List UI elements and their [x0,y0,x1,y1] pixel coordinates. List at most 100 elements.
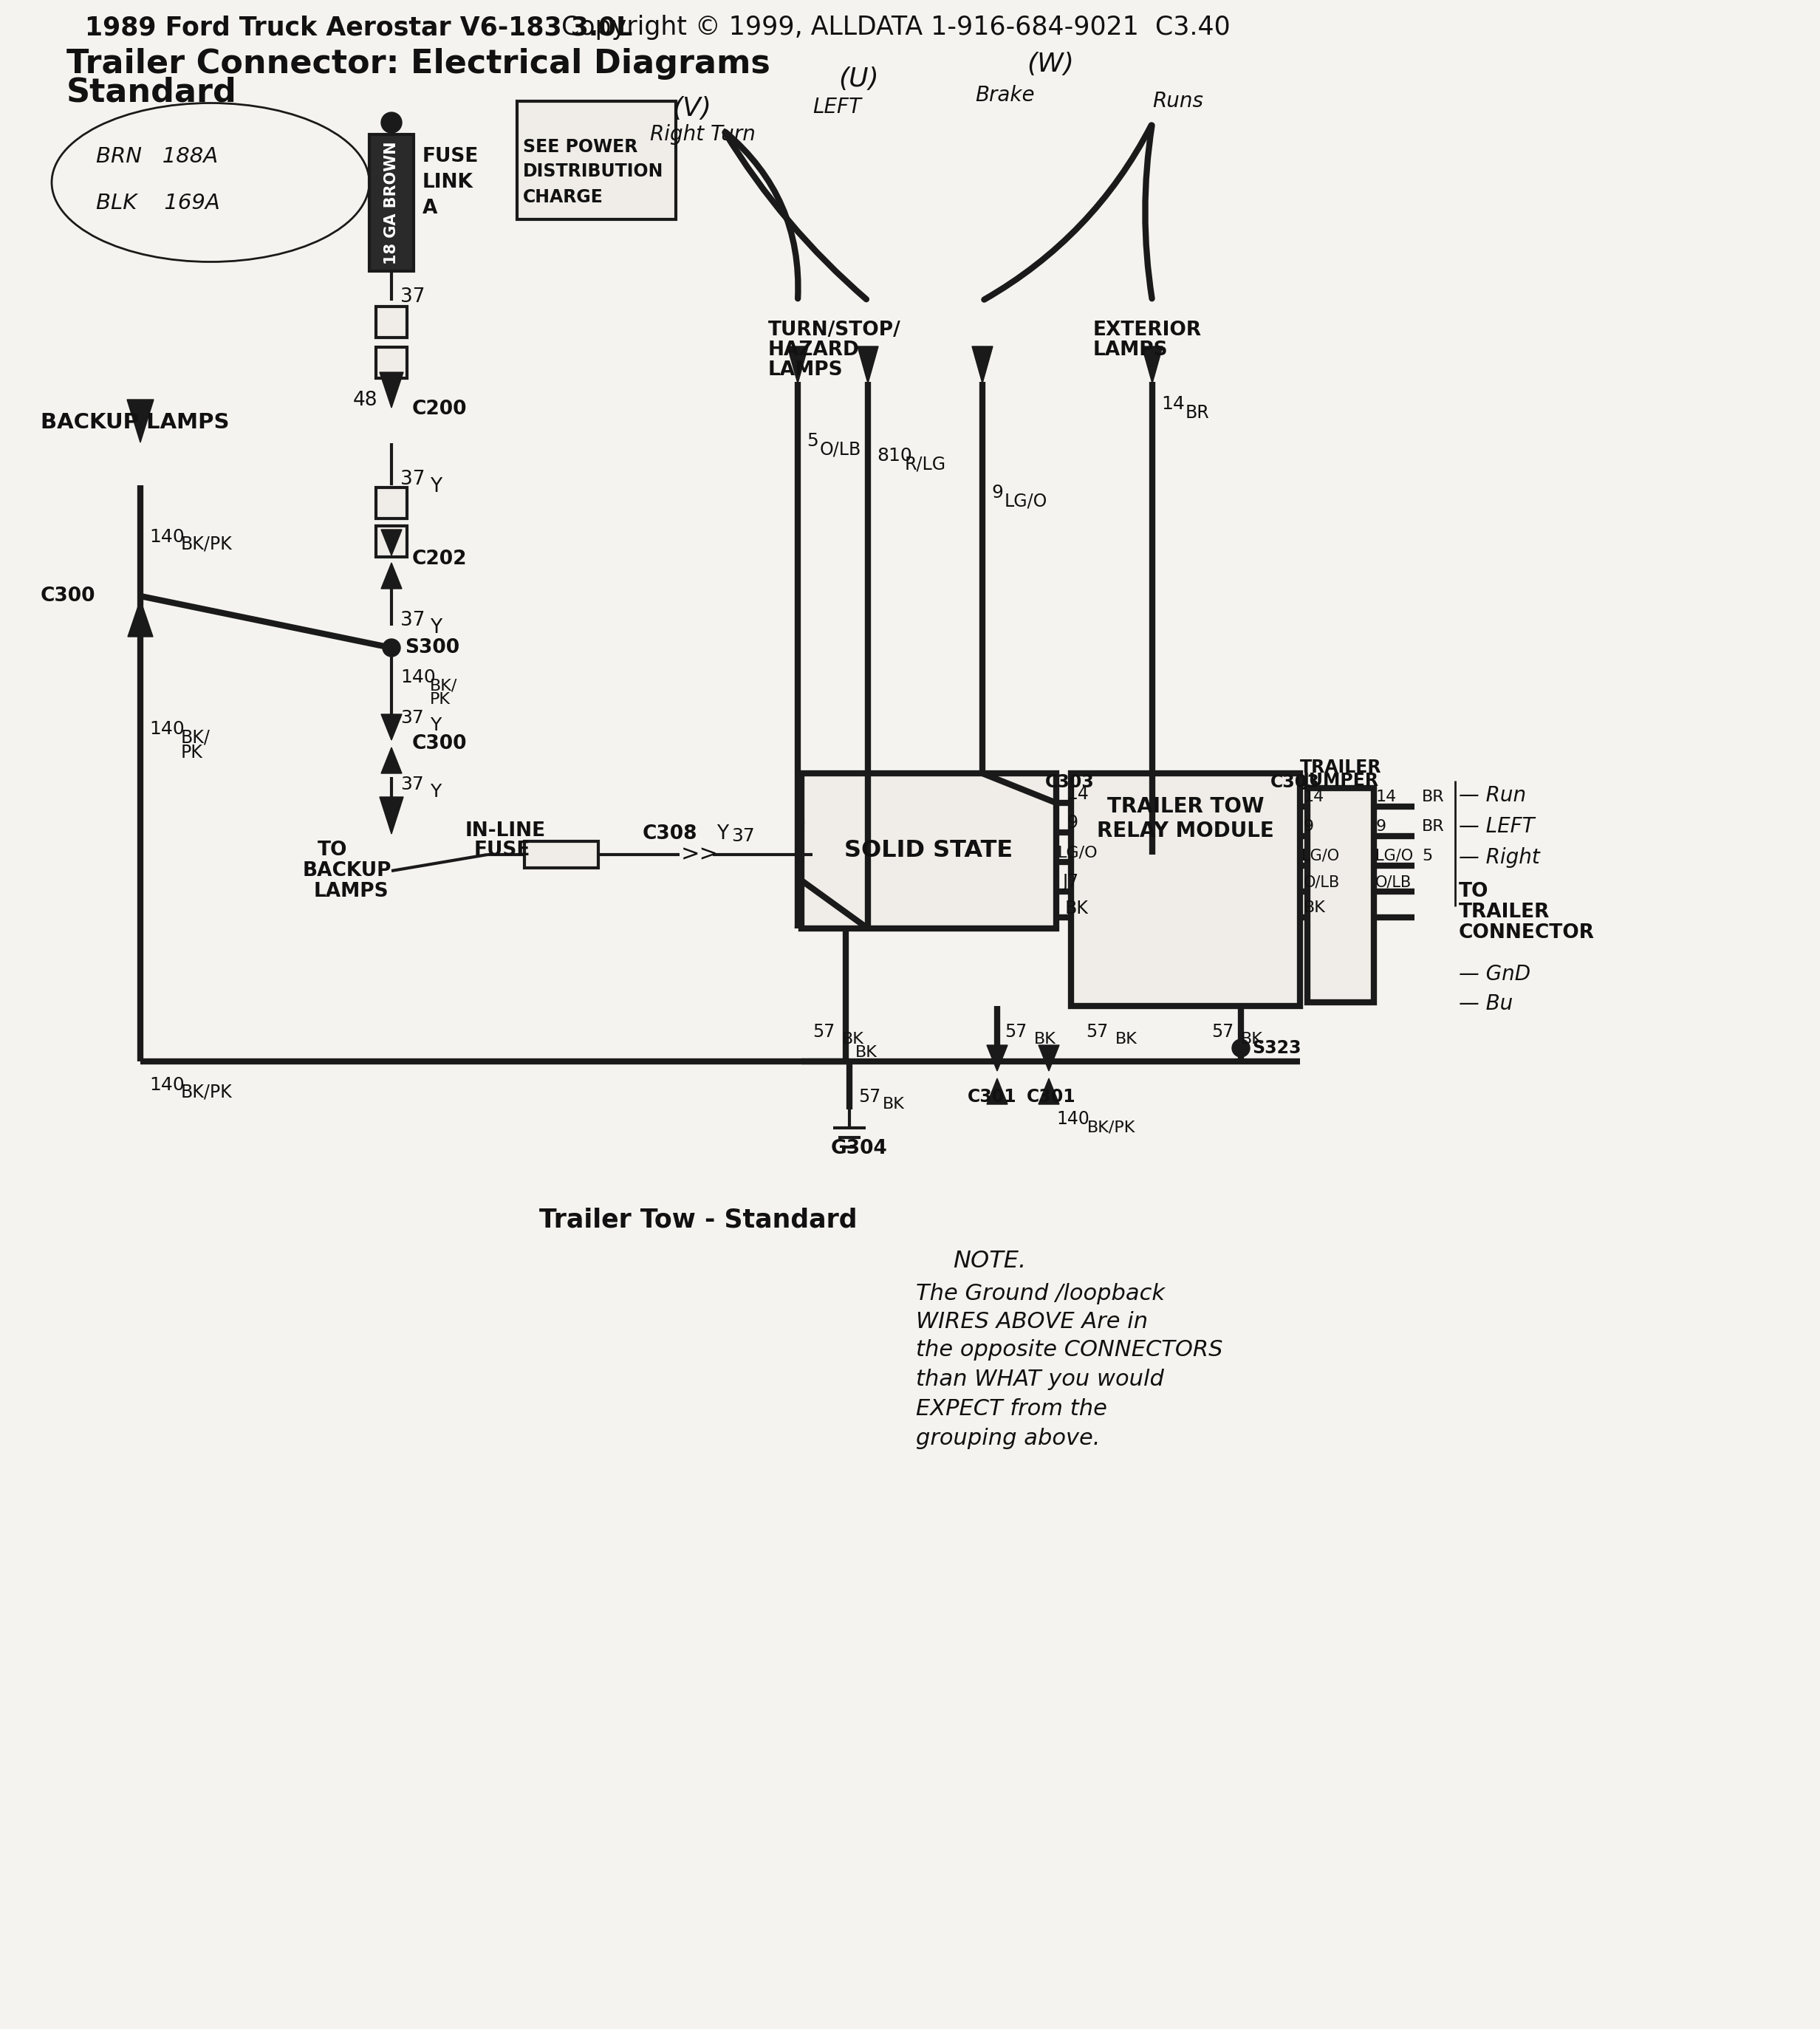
Text: CONNECTOR: CONNECTOR [1460,923,1594,943]
Text: TRAILER TOW: TRAILER TOW [1107,795,1265,818]
Text: than WHAT you would: than WHAT you would [915,1368,1165,1390]
Text: 57: 57 [1005,1023,1026,1041]
Polygon shape [127,601,153,637]
Text: Right Turn: Right Turn [650,124,755,144]
Text: BRN   188A: BRN 188A [96,146,218,166]
Text: 37: 37 [400,471,426,489]
Text: BK: BK [855,1045,877,1059]
Circle shape [380,112,402,134]
Text: LAMPS: LAMPS [1094,341,1168,359]
Text: LAMPS: LAMPS [313,883,389,901]
Text: Runs: Runs [1152,91,1203,112]
Text: CHARGE: CHARGE [522,189,604,207]
Text: 1989 Ford Truck Aerostar V6-183 3.0L: 1989 Ford Truck Aerostar V6-183 3.0L [86,14,633,41]
Text: BK/: BK/ [430,680,457,694]
Polygon shape [380,371,404,408]
Text: IN-LINE: IN-LINE [466,822,546,840]
Text: O/LB: O/LB [1303,874,1340,889]
Text: BK/PK: BK/PK [1087,1120,1136,1136]
Text: The Ground /loopback: The Ground /loopback [915,1284,1165,1305]
Text: A: A [422,199,437,217]
Text: LEFT: LEFT [812,97,861,118]
Text: BK: BK [1303,901,1325,915]
Text: C303: C303 [1270,773,1320,791]
Text: 37: 37 [400,775,424,793]
Text: 140: 140 [149,720,184,739]
Polygon shape [380,714,402,741]
Text: EXPECT from the: EXPECT from the [915,1398,1107,1418]
Text: TRAILER: TRAILER [1460,903,1551,921]
Text: 48: 48 [353,392,379,410]
Text: 9: 9 [992,483,1003,501]
Text: Trailer Tow - Standard: Trailer Tow - Standard [539,1207,857,1234]
Text: BK: BK [843,1033,865,1047]
Polygon shape [1039,1045,1059,1071]
Bar [377,306,408,337]
Text: BK: BK [1241,1033,1263,1047]
Text: BR: BR [1421,820,1445,834]
Polygon shape [788,347,808,383]
Text: O/LB: O/LB [819,440,861,459]
Polygon shape [380,747,402,773]
Text: WIRES ABOVE Are in: WIRES ABOVE Are in [915,1311,1148,1333]
Text: PK: PK [180,745,204,761]
Text: — Right: — Right [1460,848,1540,868]
Text: LG/O: LG/O [1376,848,1412,864]
Text: RELAY MODULE: RELAY MODULE [1097,820,1274,842]
Bar [517,101,675,219]
Polygon shape [986,1077,1008,1104]
Text: 37: 37 [732,828,755,844]
Text: Trailer Connector: Electrical Diagrams: Trailer Connector: Electrical Diagrams [67,49,770,79]
Polygon shape [1039,1077,1059,1104]
Text: Copyright © 1999, ALLDATA 1-916-684-9021  C3.40: Copyright © 1999, ALLDATA 1-916-684-9021… [561,14,1230,41]
Text: NOTE.: NOTE. [954,1250,1026,1272]
Text: C300: C300 [411,734,468,753]
Text: Y: Y [430,783,440,801]
Text: LG/O: LG/O [1005,493,1048,511]
Text: BACKUP: BACKUP [302,860,391,881]
Text: C300: C300 [40,586,96,607]
Text: C308: C308 [642,824,697,844]
Text: 5: 5 [1421,848,1432,864]
Bar [801,773,1056,929]
Text: PK: PK [430,692,451,706]
Polygon shape [127,400,153,442]
Bar [1307,787,1374,1002]
Text: 14: 14 [1303,789,1325,803]
Text: BK: BK [883,1098,905,1112]
Text: C202: C202 [411,550,468,568]
Text: Standard: Standard [67,77,237,108]
Text: — Bu: — Bu [1460,994,1512,1014]
Text: 14: 14 [1067,785,1088,803]
Text: LINK: LINK [422,172,473,193]
Text: (W): (W) [1026,51,1074,77]
Text: JUMPER: JUMPER [1303,771,1380,789]
Text: SEE POWER: SEE POWER [522,138,637,156]
Text: 140: 140 [149,528,184,546]
Text: 5: 5 [806,432,819,450]
Text: 37: 37 [400,611,426,631]
Text: 57: 57 [812,1023,835,1041]
Text: FUSE: FUSE [422,146,479,166]
Text: J7: J7 [1063,872,1079,891]
Text: Y: Y [717,824,728,844]
Text: >>: >> [681,844,719,864]
Text: 14: 14 [1161,396,1185,412]
Text: BK/PK: BK/PK [180,1083,233,1102]
Text: BACKUP LAMPS: BACKUP LAMPS [40,412,229,432]
Text: 57: 57 [1087,1023,1108,1041]
Text: 14: 14 [1376,789,1398,803]
Text: G304: G304 [832,1138,888,1159]
Text: 140: 140 [1056,1110,1090,1128]
Text: SOLID STATE: SOLID STATE [844,840,1014,862]
Text: LG/O: LG/O [1057,844,1097,860]
Text: grouping above.: grouping above. [915,1426,1101,1449]
Text: — Run: — Run [1460,785,1527,806]
Text: DISTRIBUTION: DISTRIBUTION [522,162,664,181]
Text: EXTERIOR: EXTERIOR [1094,321,1201,339]
Text: TO: TO [1460,883,1489,901]
Text: C301: C301 [968,1088,1017,1106]
Text: 37: 37 [400,288,426,306]
Text: S323: S323 [1252,1039,1301,1057]
Text: HAZARD: HAZARD [768,341,859,359]
